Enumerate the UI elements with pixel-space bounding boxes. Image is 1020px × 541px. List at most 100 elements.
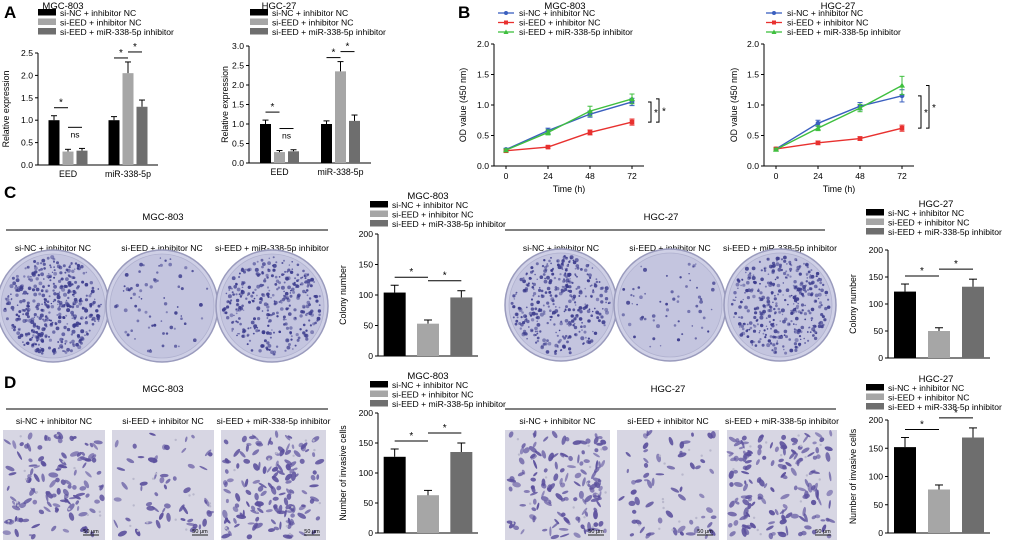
colony-dot — [538, 307, 541, 310]
stained-cell — [512, 482, 521, 488]
colony-dot — [251, 299, 253, 301]
stained-cell — [58, 464, 68, 469]
scale-bar-label: 50 μm — [304, 529, 320, 535]
image-label: si-EED + miR-338-5p inhibitor — [215, 243, 329, 253]
colony-dot — [583, 330, 587, 334]
stained-cell — [41, 473, 45, 483]
colony-dot — [573, 325, 578, 330]
colony-dot — [285, 318, 287, 321]
stained-cell — [248, 435, 256, 440]
colony-dot — [563, 273, 567, 277]
colony-dot — [264, 277, 266, 280]
colony-dot — [568, 351, 572, 355]
colony-dot — [52, 352, 56, 356]
colony-dot — [777, 307, 781, 311]
colony-dot — [306, 300, 311, 305]
membrane-pore — [687, 448, 691, 452]
colony-dot — [793, 308, 797, 312]
stained-cell — [513, 525, 520, 531]
stained-cell — [199, 465, 208, 471]
colony-dot — [65, 302, 70, 307]
colony-dot — [77, 335, 81, 339]
colony-dot — [767, 314, 772, 318]
stained-cell — [145, 501, 153, 507]
colony-dot — [676, 300, 680, 303]
colony-dot — [549, 319, 552, 321]
colony-dot — [275, 345, 279, 348]
colony-dot — [803, 337, 805, 340]
colony-dot — [569, 323, 573, 326]
colony-dot — [758, 260, 762, 263]
y-axis-label: Relative expression — [1, 71, 11, 148]
stained-cell — [691, 432, 694, 437]
colony-dot — [253, 324, 258, 329]
stained-cell — [287, 523, 292, 530]
stained-cell — [738, 446, 744, 450]
stained-cell — [45, 494, 49, 502]
stained-cell — [250, 505, 256, 511]
colony-dot — [525, 273, 528, 276]
colony-dot — [789, 267, 793, 271]
colony-dot — [239, 295, 243, 298]
colony-dot — [317, 309, 322, 313]
stained-cell — [309, 484, 319, 488]
colony-dot — [530, 318, 535, 322]
colony-dot — [514, 312, 519, 317]
colony-dot — [305, 337, 309, 341]
colony-dot — [138, 270, 141, 273]
stained-cell — [290, 518, 295, 524]
legend-label: si-EED + inhibitor NC — [60, 18, 141, 28]
stained-cell — [33, 473, 40, 483]
colony-dot — [9, 284, 14, 289]
y-tick-label: 2.5 — [21, 48, 33, 58]
colony-dot — [591, 310, 594, 313]
legend-swatch-marker — [771, 29, 777, 34]
colony-dot — [591, 290, 595, 294]
colony-dot — [43, 278, 45, 280]
colony-dot — [550, 269, 553, 272]
colony-dot — [820, 304, 823, 307]
colony-dot — [712, 281, 716, 285]
colony-dot — [23, 290, 27, 295]
colony-dot — [284, 276, 289, 281]
colony-dot — [567, 272, 572, 277]
colony-dot — [779, 320, 781, 322]
colony-dot — [766, 257, 770, 261]
colony-dot — [794, 331, 796, 333]
colony-dot — [156, 279, 159, 282]
colony-dot — [795, 323, 797, 326]
membrane-pore — [154, 472, 158, 475]
colony-dot — [772, 318, 775, 322]
membrane-pore — [288, 532, 292, 536]
colony-dot — [592, 289, 595, 292]
stained-cell — [799, 457, 804, 462]
colony-dot — [795, 329, 798, 331]
colony-dot — [280, 301, 283, 304]
stained-cell — [738, 457, 744, 462]
stained-cell — [132, 443, 137, 449]
colony-dot — [29, 338, 32, 341]
stained-cell — [239, 512, 244, 518]
colony-dot — [276, 315, 279, 318]
colony-dot — [786, 273, 790, 277]
y-tick-label: 0 — [368, 351, 373, 361]
colony-dot — [267, 344, 272, 348]
series-line — [775, 84, 903, 151]
colony-dot — [553, 276, 557, 280]
colony-dot — [266, 286, 270, 289]
membrane-pore — [544, 476, 548, 479]
stained-cell — [573, 532, 581, 538]
colony-dot — [148, 315, 152, 318]
colony-dot — [19, 287, 23, 292]
colony-dot — [5, 317, 9, 321]
colony-dot — [814, 293, 819, 298]
stained-cell — [668, 436, 674, 446]
colony-dot — [272, 312, 275, 316]
colony-dot — [608, 301, 611, 304]
stained-cell — [646, 429, 653, 437]
colony-dot — [578, 330, 581, 333]
stained-cell — [726, 451, 734, 455]
colony-dot — [825, 294, 827, 297]
colony-dot — [534, 273, 536, 276]
series-line — [505, 98, 633, 151]
